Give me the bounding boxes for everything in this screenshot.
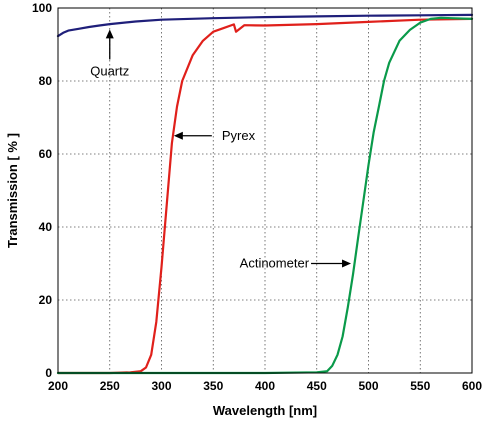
- plot-frame: [57, 7, 473, 374]
- x-tick-label: 550: [410, 379, 430, 393]
- x-tick-label: 250: [100, 379, 120, 393]
- y-tick-label: 80: [39, 74, 53, 88]
- y-tick-labels: 0 20 40 60 80 100: [32, 1, 52, 380]
- y-axis-title: Transmission [ % ]: [5, 133, 20, 248]
- arrowhead: [173, 131, 183, 140]
- actinometer-label: Actinometer: [240, 256, 310, 271]
- y-tick-label: 0: [45, 366, 52, 380]
- y-tick-label: 60: [39, 147, 53, 161]
- pyrex-label: Pyrex: [222, 128, 256, 143]
- y-tick-label: 40: [39, 220, 53, 234]
- x-tick-label: 300: [151, 379, 171, 393]
- arrowhead: [342, 259, 352, 268]
- y-tick-label: 20: [39, 293, 53, 307]
- quartz-label: Quartz: [90, 63, 129, 78]
- annotations: Quartz Pyrex Actinometer: [90, 29, 352, 271]
- series-pyrex-line: [56, 17, 474, 375]
- arrowhead: [105, 29, 114, 39]
- x-axis-title: Wavelength [nm]: [213, 403, 317, 418]
- x-tick-label: 500: [358, 379, 378, 393]
- grid-lines: [58, 8, 472, 373]
- x-tick-label: 600: [462, 379, 482, 393]
- series-lines: [56, 13, 474, 375]
- y-tick-label: 100: [32, 1, 52, 15]
- x-tick-labels: 200 250 300 350 400 450 500 550 600: [48, 379, 482, 393]
- x-tick-label: 200: [48, 379, 68, 393]
- x-tick-label: 400: [255, 379, 275, 393]
- x-tick-label: 350: [203, 379, 223, 393]
- x-tick-label: 450: [307, 379, 327, 393]
- series-actinometer-line: [56, 16, 474, 375]
- series-quartz-line: [56, 13, 474, 38]
